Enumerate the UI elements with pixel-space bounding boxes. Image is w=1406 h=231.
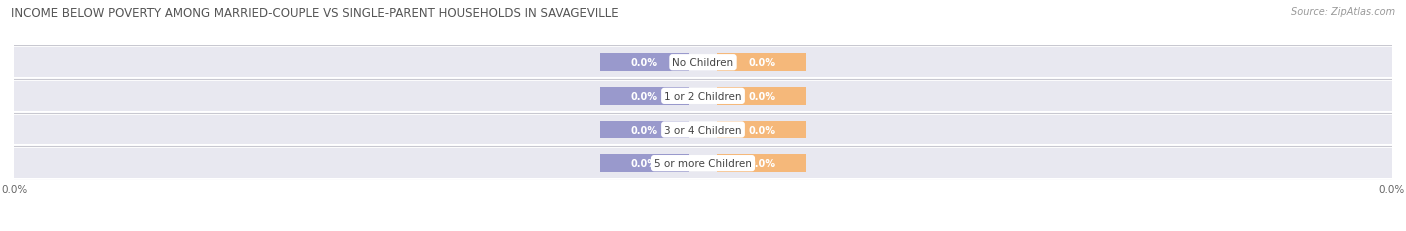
Text: 5 or more Children: 5 or more Children [654,158,752,168]
Bar [599,155,689,172]
Text: 0.0%: 0.0% [631,158,658,168]
Text: 0.0%: 0.0% [748,58,775,68]
Text: 3 or 4 Children: 3 or 4 Children [664,125,742,135]
Text: INCOME BELOW POVERTY AMONG MARRIED-COUPLE VS SINGLE-PARENT HOUSEHOLDS IN SAVAGEV: INCOME BELOW POVERTY AMONG MARRIED-COUPL… [11,7,619,20]
Text: 0.0%: 0.0% [748,158,775,168]
Text: Source: ZipAtlas.com: Source: ZipAtlas.com [1291,7,1395,17]
Text: 0.0%: 0.0% [631,125,658,135]
Bar [14,115,1392,145]
Bar [717,155,807,172]
Bar [14,82,1392,111]
Text: 0.0%: 0.0% [631,58,658,68]
Bar [717,88,807,105]
Text: 0.0%: 0.0% [748,125,775,135]
Legend: Married Couples, Single Parents: Married Couples, Single Parents [593,229,813,231]
Text: No Children: No Children [672,58,734,68]
Bar [599,54,689,72]
Bar [14,149,1392,178]
Bar [599,88,689,105]
Text: 0.0%: 0.0% [748,91,775,101]
Text: 1 or 2 Children: 1 or 2 Children [664,91,742,101]
Text: 0.0%: 0.0% [631,91,658,101]
Bar [717,121,807,139]
Bar [14,48,1392,78]
Bar [717,54,807,72]
Bar [599,121,689,139]
